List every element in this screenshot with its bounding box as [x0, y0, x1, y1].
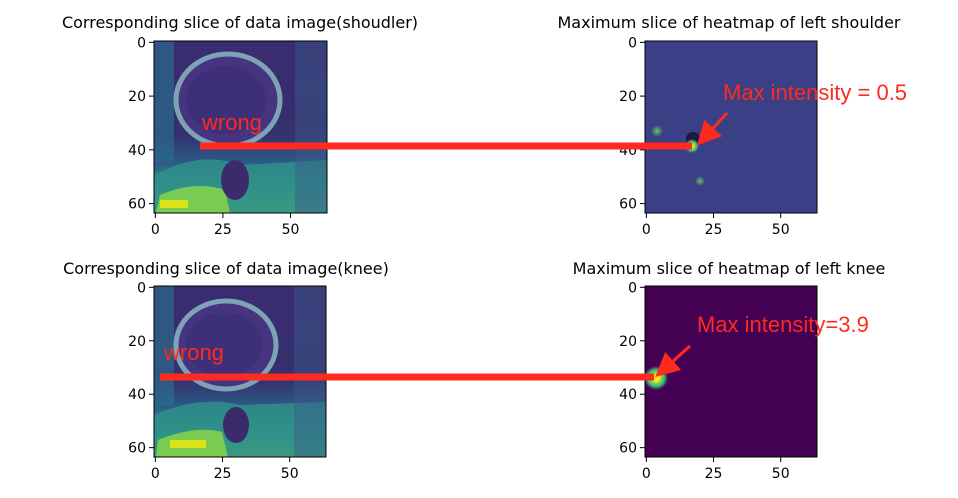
panel-title: Maximum slice of heatmap of left knee — [573, 259, 886, 278]
y-tick-label: 0 — [628, 280, 637, 296]
x-tick-label: 50 — [282, 222, 300, 238]
panel-title: Maximum slice of heatmap of left shoulde… — [557, 13, 900, 32]
heatmap-image — [645, 41, 817, 213]
panel-data-knee: Corresponding slice of data image(knee) — [63, 259, 389, 458]
panel-heatmap-shoulder: Maximum slice of heatmap of left shoulde… — [557, 13, 901, 214]
annotation-wrong-knee: wrong — [163, 340, 224, 365]
x-tick-label: 50 — [772, 466, 790, 482]
y-tick-label: 20 — [619, 334, 637, 350]
y-tick-label: 60 — [128, 197, 146, 213]
y-tick-label: 20 — [128, 334, 146, 350]
panel-heatmap-knee: Maximum slice of heatmap of left knee — [573, 259, 886, 458]
x-tick-label: 0 — [151, 466, 160, 482]
mri-image — [154, 41, 327, 213]
x-tick-label: 25 — [214, 466, 232, 482]
y-tick-label: 40 — [128, 387, 146, 403]
y-tick-label: 60 — [619, 197, 637, 213]
annotation-max-shoulder: Max intensity = 0.5 — [723, 80, 907, 105]
y-tick-label: 20 — [128, 89, 146, 105]
y-tick-label: 0 — [628, 35, 637, 51]
axis-frame — [644, 285, 818, 458]
panel-data-shoulder: Corresponding slice of data image(shoudl… — [62, 13, 418, 214]
y-tick-label: 60 — [619, 441, 637, 457]
y-tick-label: 40 — [128, 143, 146, 159]
y-tick-label: 20 — [619, 89, 637, 105]
annotation-wrong-shoulder: wrong — [201, 110, 262, 135]
x-tick-label: 25 — [214, 222, 232, 238]
annotations: wrong Max intensity = 0.5 wrong Max inte… — [160, 80, 907, 381]
arrow-shoulder — [696, 111, 729, 146]
arrow-knee — [655, 344, 691, 377]
x-tick-label: 0 — [642, 466, 651, 482]
x-tick-label: 50 — [772, 222, 790, 238]
panel-title: Corresponding slice of data image(knee) — [63, 259, 389, 278]
tick-layer: 0 25 50 0 20 40 60 0 25 50 0 20 40 60 0 25 50 0 20 40 60 0 25 5… — [128, 35, 789, 482]
y-tick-label: 0 — [137, 35, 146, 51]
panel-title: Corresponding slice of data image(shoudl… — [62, 13, 418, 32]
x-tick-label: 25 — [705, 466, 723, 482]
y-tick-label: 40 — [619, 387, 637, 403]
x-tick-label: 25 — [705, 222, 723, 238]
annotation-max-knee: Max intensity=3.9 — [697, 312, 869, 337]
x-tick-label: 50 — [281, 466, 299, 482]
y-tick-label: 0 — [137, 280, 146, 296]
x-tick-label: 0 — [642, 222, 651, 238]
mri-image — [154, 286, 326, 457]
axis-frame — [153, 285, 327, 458]
axis-frame — [644, 40, 818, 214]
y-tick-label: 60 — [128, 441, 146, 457]
axis — [153, 40, 328, 214]
x-tick-label: 0 — [151, 222, 160, 238]
